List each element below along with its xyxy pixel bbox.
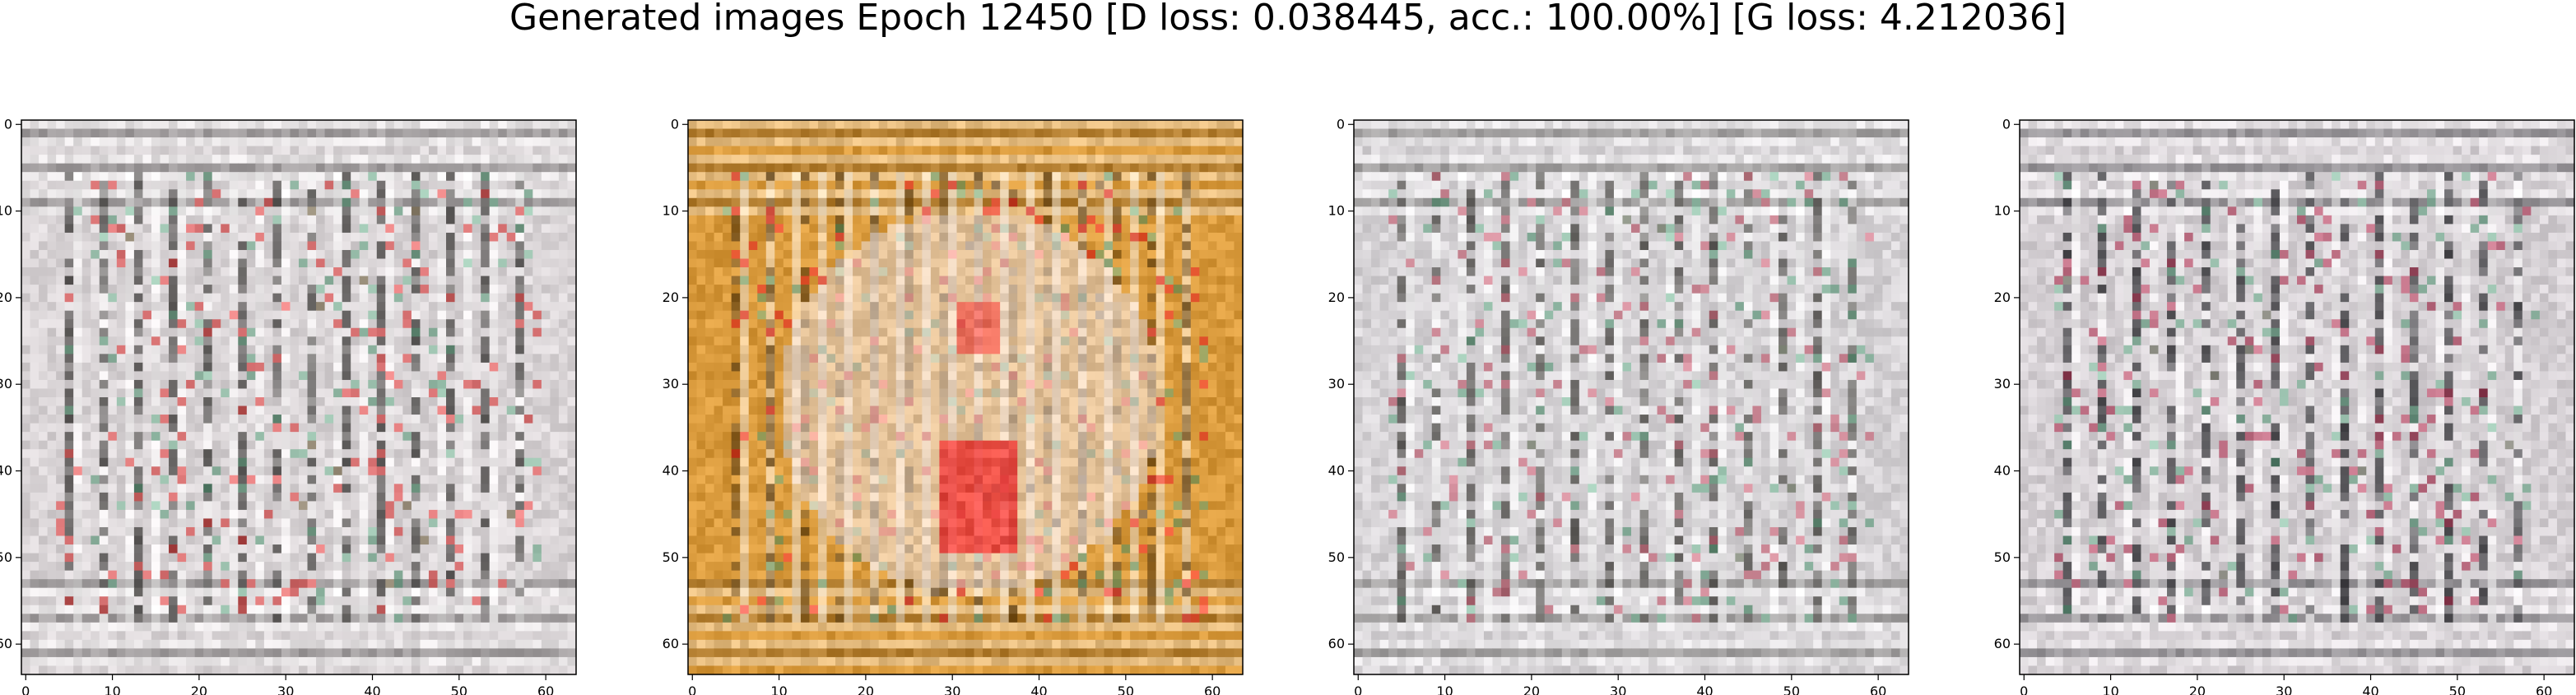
y-tick-label: 10 (1994, 203, 2011, 219)
x-tick-label: 10 (1436, 683, 1453, 695)
y-tick-label: 10 (1328, 203, 1345, 219)
x-tick-label: 40 (1030, 683, 1047, 695)
y-tick-label: 20 (663, 290, 679, 305)
x-tick-label: 0 (688, 683, 696, 695)
x-tick-label: 40 (1696, 683, 1713, 695)
y-tick-label: 50 (1994, 549, 2011, 565)
y-tick-label: 30 (663, 376, 679, 392)
x-tick-label: 30 (2276, 683, 2292, 695)
x-tick-label: 30 (1610, 683, 1626, 695)
y-tick-label: 40 (1328, 463, 1345, 479)
y-tick-label: 20 (1994, 290, 2011, 305)
image-pixels (2020, 120, 2575, 675)
y-tick-label: 50 (0, 549, 12, 565)
y-tick-label: 40 (1994, 463, 2011, 479)
image-panel-2: 0 10 20 30 40 50 60 0 10 20 30 40 50 60 (663, 116, 1244, 695)
x-tick-label: 50 (1118, 683, 1134, 695)
y-tick-label: 0 (4, 116, 12, 132)
y-tick-label: 10 (0, 203, 12, 219)
y-tick-label: 60 (1328, 636, 1345, 651)
y-tick-label: 20 (0, 290, 12, 305)
x-tick-label: 20 (2189, 683, 2206, 695)
y-tick-label: 40 (663, 463, 679, 479)
x-tick-label: 30 (944, 683, 960, 695)
x-tick-label: 0 (1354, 683, 1362, 695)
y-tick-label: 30 (1994, 376, 2011, 392)
panels-group: 0102030405060010203040506001020304050600… (0, 116, 2575, 695)
x-tick-label: 50 (451, 683, 467, 695)
image-panel-4: 0 10 20 30 40 50 60 0 10 20 30 40 50 60 (1994, 116, 2575, 695)
y-tick-label: 20 (1328, 290, 1345, 305)
y-tick-label: 10 (663, 203, 679, 219)
x-tick-label: 20 (1523, 683, 1540, 695)
y-tick-label: 0 (671, 116, 679, 132)
y-tick-label: 30 (0, 376, 12, 392)
x-tick-label: 0 (21, 683, 30, 695)
y-tick-label: 60 (1994, 636, 2011, 651)
x-tick-label: 60 (1870, 683, 1886, 695)
x-tick-label: 60 (2536, 683, 2552, 695)
x-tick-label: 30 (277, 683, 294, 695)
y-tick-label: 40 (0, 463, 12, 479)
y-tick-label: 0 (2002, 116, 2011, 132)
x-tick-label: 20 (858, 683, 874, 695)
y-tick-label: 60 (663, 636, 679, 651)
y-tick-label: 30 (1328, 376, 1345, 392)
x-tick-label: 50 (2449, 683, 2466, 695)
x-tick-label: 50 (1783, 683, 1800, 695)
image-panel-3: 0 10 20 30 40 50 60 0 10 20 30 40 50 60 (1328, 116, 1909, 695)
y-tick-label: 50 (663, 549, 679, 565)
image-panel-1: 0 10 20 30 40 50 60 0 10 20 30 40 50 60 (0, 116, 577, 695)
x-tick-label: 10 (2102, 683, 2118, 695)
y-tick-label: 60 (0, 636, 12, 651)
x-tick-label: 10 (104, 683, 120, 695)
x-tick-label: 0 (2020, 683, 2028, 695)
y-tick-label: 0 (1337, 116, 1345, 132)
image-pixels (688, 120, 1244, 675)
y-tick-label: 50 (1328, 549, 1345, 565)
x-tick-label: 10 (770, 683, 787, 695)
image-pixels (1354, 120, 1909, 675)
x-tick-label: 60 (1204, 683, 1221, 695)
x-tick-label: 60 (537, 683, 554, 695)
x-tick-label: 40 (364, 683, 380, 695)
x-tick-label: 20 (191, 683, 207, 695)
image-pixels (21, 120, 577, 675)
x-tick-label: 40 (2362, 683, 2378, 695)
